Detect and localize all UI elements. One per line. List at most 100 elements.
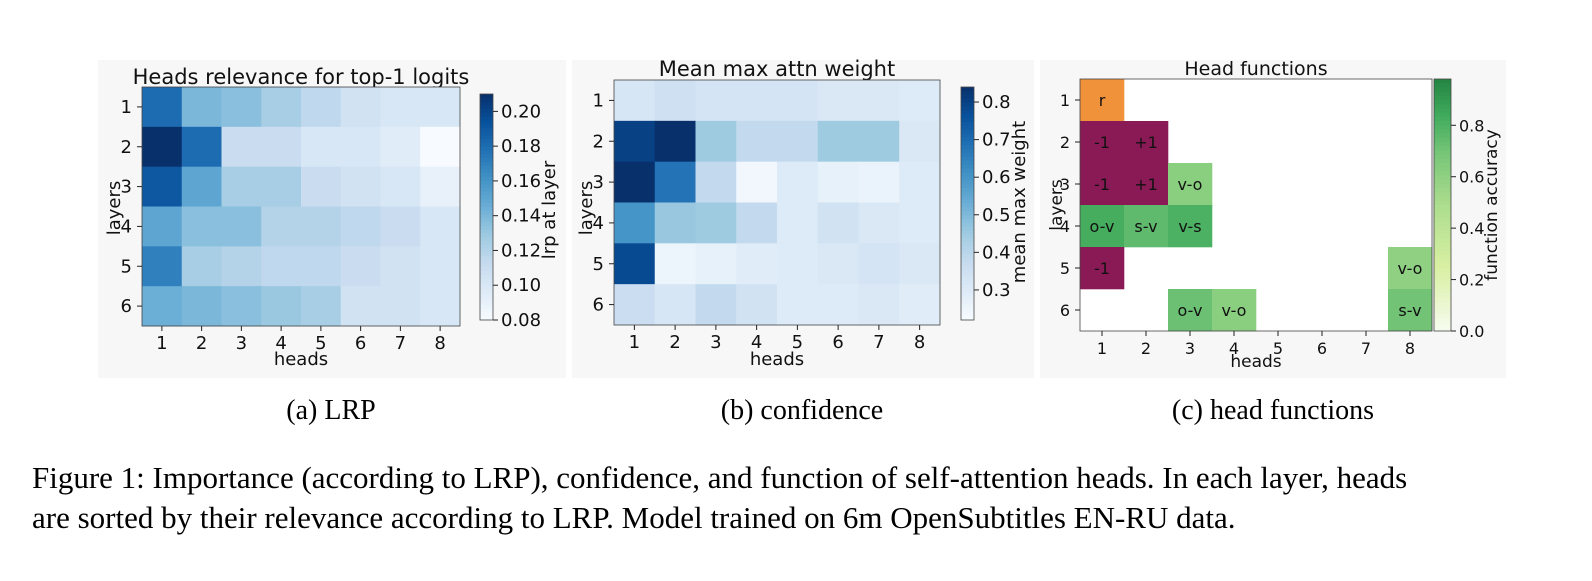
confidence-colorbar: 0.3 0.4 0.5 0.6 0.7 0.8 <box>960 86 1011 321</box>
heatmap-cell <box>261 206 302 247</box>
colorbar-segment <box>1434 234 1451 240</box>
colorbar-segment <box>480 195 493 201</box>
colorbar-segment <box>961 308 974 313</box>
confidence-y-axis-label: layers <box>576 181 597 236</box>
head-functions-panel: Head functions r -1 +1 -1 +1 v-o o-v s-v v-s -1 v-… <box>1047 58 1502 372</box>
heatmap-cell <box>777 243 819 285</box>
colorbar-segment <box>480 150 493 155</box>
heatmap-cell <box>777 161 819 203</box>
heatmap-cell <box>301 286 342 327</box>
heatmap-cell <box>899 161 941 203</box>
lrp-x-ticks: 1 2 3 4 5 6 7 8 <box>156 326 446 354</box>
colorbar-segment <box>1434 205 1451 210</box>
colorbar-segment <box>961 288 974 294</box>
subcaption-a: (a) LRP <box>286 395 375 426</box>
colorbar-segment <box>480 158 493 163</box>
colorbar-segment <box>1434 293 1451 298</box>
heatmap-cell <box>142 246 183 287</box>
colorbar-segment <box>1434 297 1451 303</box>
function-cell-label: -1 <box>1094 175 1110 194</box>
colorbar-segment <box>1434 305 1451 311</box>
plot-frame <box>613 79 941 326</box>
colorbar-segment <box>1434 289 1451 294</box>
function-cell-label: v-o <box>1222 301 1247 320</box>
function-cell-label: r <box>1099 91 1106 110</box>
colorbar-segment <box>1434 226 1451 231</box>
function-cell-label: +1 <box>1134 133 1158 152</box>
colorbar-segment <box>961 203 974 208</box>
colorbar-segment <box>480 120 493 125</box>
colorbar-segment <box>961 265 974 271</box>
colorbar-segment <box>961 94 974 100</box>
heatmap-cell <box>420 206 461 247</box>
heatmap-cell <box>654 161 696 203</box>
lrp-heatmap-panel: Heads relevance for top-1 logits 1 2 3 4 5 6 7… <box>104 65 560 370</box>
colorbar-segment <box>961 125 974 131</box>
colorbar-segment <box>961 226 974 232</box>
colorbar-segment <box>961 156 974 162</box>
heatmap-cell <box>301 206 342 247</box>
colorbar-segment <box>961 172 974 177</box>
colorbar-segment <box>480 267 493 272</box>
colorbar-segment <box>961 160 974 166</box>
colorbar-tick-label: 0.0 <box>1459 322 1484 341</box>
colorbar-segment <box>961 242 974 247</box>
colorbar-segment <box>1434 326 1451 332</box>
lrp-heatmap-cells <box>141 86 461 327</box>
function-cell <box>1080 163 1125 206</box>
heatmap-cell <box>301 166 342 207</box>
colorbar-segment <box>961 211 974 216</box>
colorbar-segment <box>1434 272 1451 277</box>
y-tick-label: 5 <box>1060 259 1070 278</box>
colorbar-segment <box>480 229 493 234</box>
colorbar-segment <box>961 145 974 150</box>
heatmap-cell <box>301 87 342 128</box>
heatmap-cell <box>736 243 778 285</box>
colorbar-segment <box>480 240 493 246</box>
y-tick-label: 1 <box>1060 91 1070 110</box>
colorbar-tick-label: 0.2 <box>1459 271 1484 290</box>
function-cell <box>1080 79 1125 122</box>
y-tick-label: 6 <box>121 296 132 317</box>
colorbar-segment <box>480 135 493 140</box>
function-cell <box>1124 163 1169 206</box>
heatmap-cell <box>817 161 859 203</box>
x-tick-label: 3 <box>710 332 721 353</box>
colorbar-segment <box>961 296 974 302</box>
heatmap-cell <box>142 126 183 168</box>
colorbar-segment <box>961 87 974 92</box>
head-functions-x-ticks: 1 2 3 4 5 6 7 8 <box>1097 331 1415 358</box>
heatmap-cell <box>420 87 461 128</box>
heatmap-cell <box>340 166 381 207</box>
heatmap-cell <box>736 284 778 326</box>
x-tick-label: 2 <box>669 332 680 353</box>
colorbar-segment <box>1434 242 1451 248</box>
colorbar-segment <box>480 191 493 197</box>
colorbar-segment <box>480 127 493 133</box>
heatmap-cell <box>858 120 900 163</box>
confidence-x-axis-label: heads <box>750 349 804 370</box>
heatmap-cell <box>695 284 737 326</box>
colorbar-segment <box>961 121 974 127</box>
colorbar-segment <box>961 153 974 158</box>
colorbar-segment <box>961 110 974 115</box>
colorbar-segment <box>961 102 974 108</box>
function-cell-label: s-v <box>1134 217 1157 236</box>
colorbar-segment <box>961 98 974 104</box>
colorbar-segment <box>1434 251 1451 256</box>
y-tick-label: 2 <box>121 137 132 158</box>
heatmap-cell <box>181 286 222 327</box>
lrp-chart-title: Heads relevance for top-1 logits <box>133 65 470 89</box>
figure-canvas: Heads relevance for top-1 logits 1 2 3 4 5 6 7… <box>104 57 1502 426</box>
heatmap-cell <box>654 202 696 244</box>
confidence-heatmap-cells <box>613 79 941 326</box>
colorbar-segment <box>961 141 974 146</box>
x-tick-label: 6 <box>355 333 366 354</box>
colorbar-segment <box>1434 146 1451 151</box>
colorbar-segment <box>1434 247 1451 252</box>
colorbar-segment <box>480 312 493 317</box>
head-functions-chart-title: Head functions <box>1184 58 1327 80</box>
colorbar-segment <box>1434 322 1451 328</box>
heatmap-cell <box>142 286 183 327</box>
colorbar-segment <box>961 261 974 267</box>
